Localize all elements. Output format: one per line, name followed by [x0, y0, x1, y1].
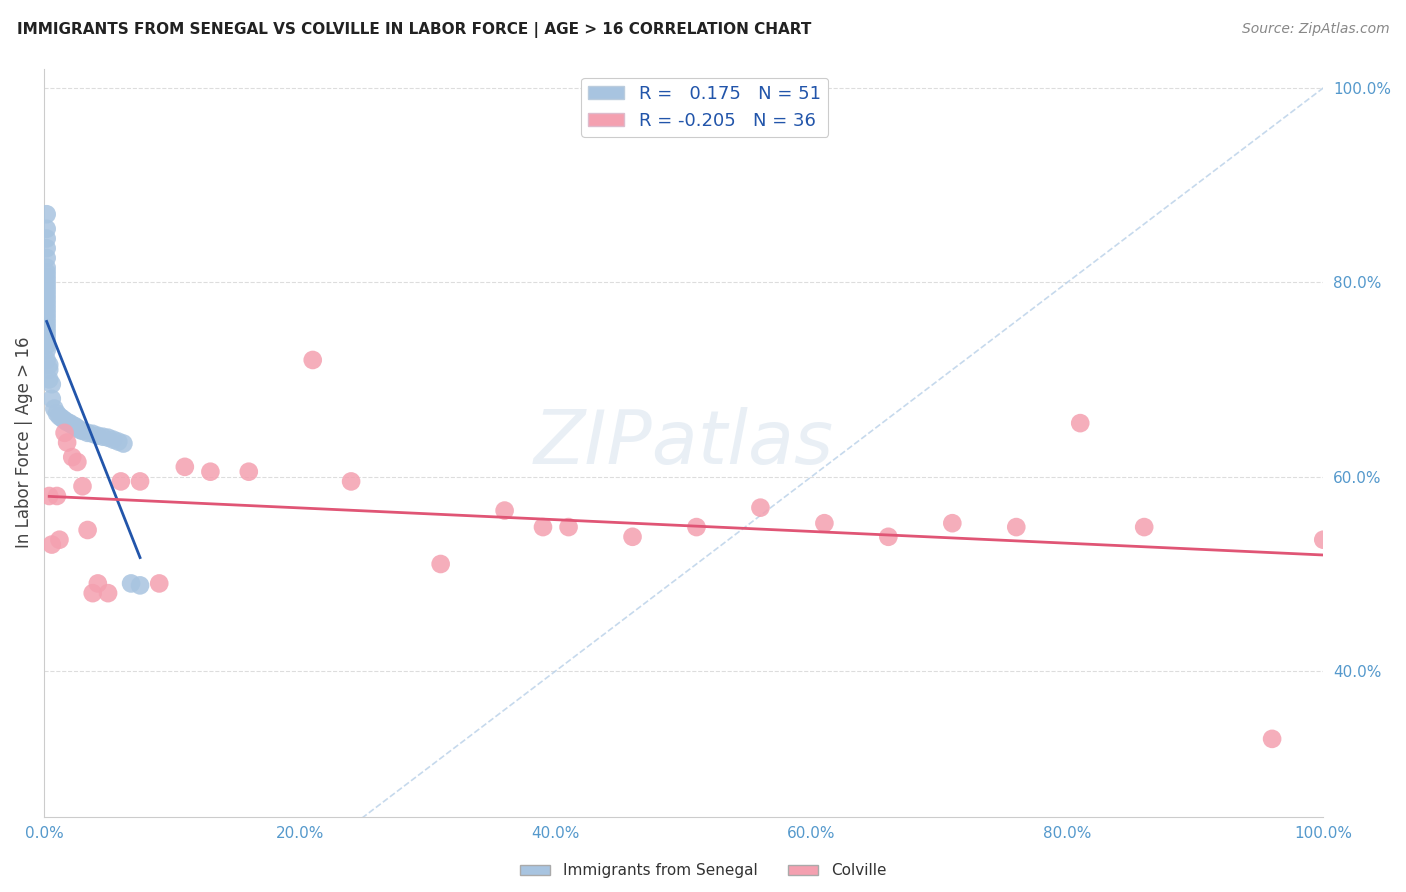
- Point: [941, 516, 963, 531]
- Point: [1133, 520, 1156, 534]
- Point: [35, 270, 58, 285]
- Point: [103, 433, 125, 447]
- Point: [56, 435, 79, 450]
- Point: [35, 266, 58, 280]
- Point: [60, 450, 83, 464]
- Point: [38, 358, 60, 372]
- Point: [97, 431, 120, 445]
- Point: [63, 419, 86, 434]
- Point: [41, 538, 63, 552]
- Point: [877, 530, 900, 544]
- Point: [91, 430, 114, 444]
- Point: [38, 372, 60, 386]
- Point: [35, 290, 58, 304]
- Point: [66, 455, 89, 469]
- Point: [35, 300, 58, 314]
- Point: [35, 251, 58, 265]
- Point: [45, 406, 67, 420]
- Point: [35, 275, 58, 289]
- Point: [129, 578, 152, 592]
- Point: [110, 475, 132, 489]
- Point: [35, 280, 58, 294]
- Point: [35, 207, 58, 221]
- Point: [531, 520, 554, 534]
- Point: [87, 576, 110, 591]
- Point: [35, 294, 58, 309]
- Point: [35, 338, 58, 352]
- Point: [621, 530, 644, 544]
- Point: [494, 503, 516, 517]
- Point: [340, 475, 363, 489]
- Text: IMMIGRANTS FROM SENEGAL VS COLVILLE IN LABOR FORCE | AGE > 16 CORRELATION CHART: IMMIGRANTS FROM SENEGAL VS COLVILLE IN L…: [17, 22, 811, 38]
- Y-axis label: In Labor Force | Age > 16: In Labor Force | Age > 16: [15, 337, 32, 549]
- Text: ZIPatlas: ZIPatlas: [534, 407, 834, 479]
- Point: [35, 285, 58, 299]
- Point: [53, 413, 76, 427]
- Point: [41, 392, 63, 406]
- Point: [35, 318, 58, 333]
- Point: [38, 362, 60, 376]
- Point: [66, 421, 89, 435]
- Point: [45, 489, 67, 503]
- Point: [238, 465, 260, 479]
- Point: [35, 353, 58, 368]
- Point: [76, 523, 98, 537]
- Point: [82, 426, 104, 441]
- Point: [51, 411, 73, 425]
- Point: [44, 401, 66, 416]
- Point: [87, 429, 110, 443]
- Point: [112, 436, 135, 450]
- Point: [35, 328, 58, 343]
- Point: [35, 260, 58, 275]
- Point: [107, 434, 129, 449]
- Point: [72, 424, 94, 438]
- Point: [35, 334, 58, 348]
- Point: [56, 415, 79, 429]
- Point: [301, 353, 323, 368]
- Point: [59, 416, 82, 430]
- Point: [35, 222, 58, 236]
- Point: [813, 516, 835, 531]
- Point: [97, 586, 120, 600]
- Point: [1261, 731, 1284, 746]
- Point: [35, 304, 58, 318]
- Point: [129, 475, 152, 489]
- Point: [60, 418, 83, 433]
- Point: [48, 533, 70, 547]
- Legend: R =   0.175   N = 51, R = -0.205   N = 36: R = 0.175 N = 51, R = -0.205 N = 36: [581, 78, 828, 137]
- Point: [69, 423, 91, 437]
- Point: [82, 586, 104, 600]
- Point: [35, 310, 58, 324]
- Point: [1069, 416, 1091, 430]
- Point: [41, 377, 63, 392]
- Point: [53, 425, 76, 440]
- Point: [1312, 533, 1334, 547]
- Point: [173, 459, 195, 474]
- Text: Source: ZipAtlas.com: Source: ZipAtlas.com: [1241, 22, 1389, 37]
- Point: [200, 465, 222, 479]
- Legend: Immigrants from Senegal, Colville: Immigrants from Senegal, Colville: [513, 857, 893, 884]
- Point: [749, 500, 772, 515]
- Point: [685, 520, 707, 534]
- Point: [557, 520, 579, 534]
- Point: [48, 409, 70, 424]
- Point: [35, 324, 58, 338]
- Point: [72, 479, 94, 493]
- Point: [76, 425, 98, 440]
- Point: [1005, 520, 1028, 534]
- Point: [35, 343, 58, 358]
- Point: [148, 576, 170, 591]
- Point: [120, 576, 142, 591]
- Point: [35, 241, 58, 255]
- Point: [429, 557, 451, 571]
- Point: [35, 231, 58, 245]
- Point: [38, 489, 60, 503]
- Point: [35, 314, 58, 328]
